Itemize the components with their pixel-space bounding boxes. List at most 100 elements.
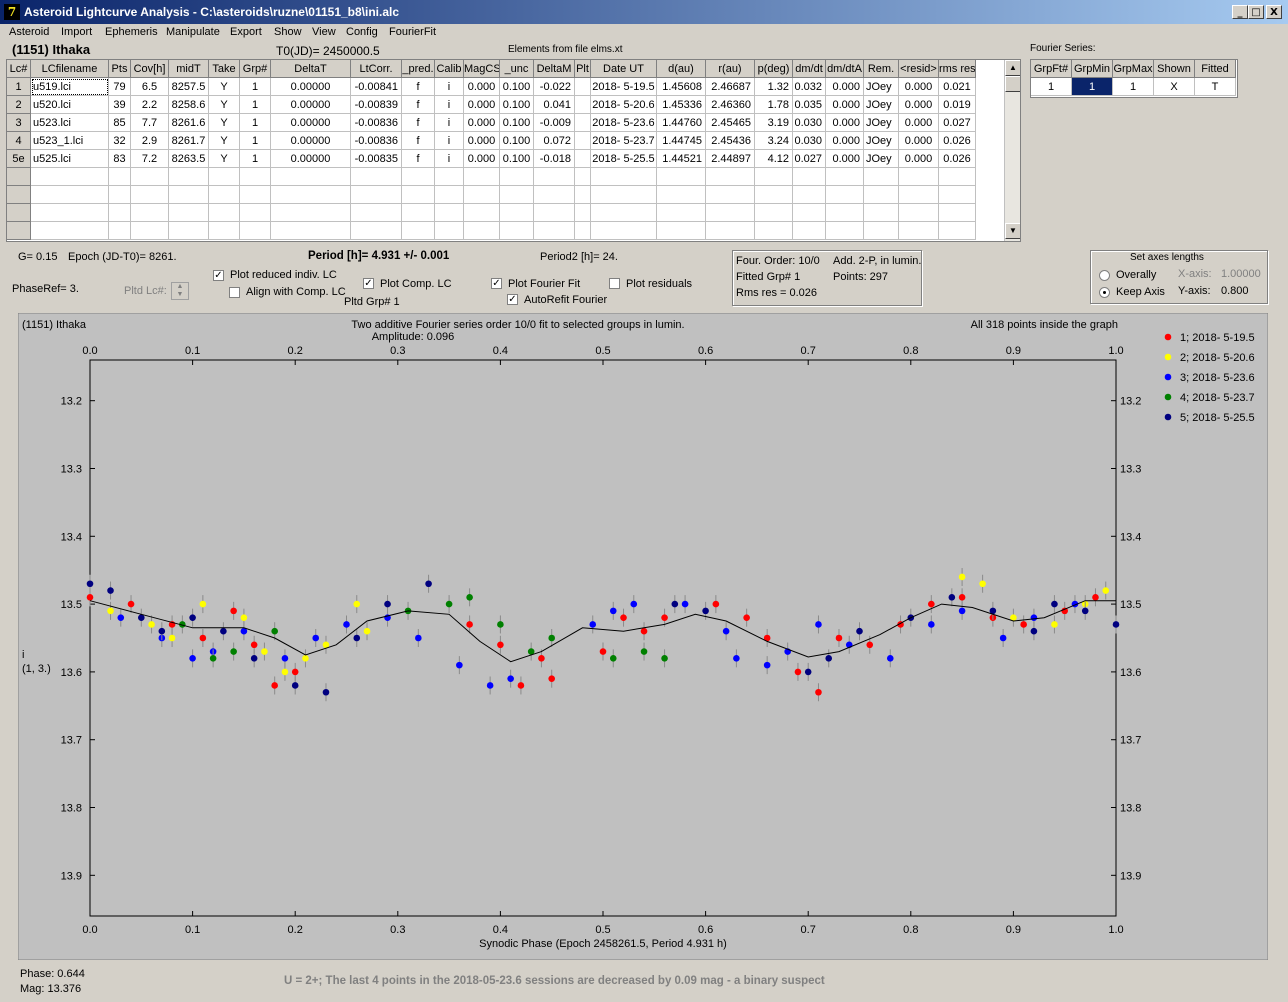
fourier-cell[interactable]: 1 <box>1113 78 1154 96</box>
table-cell[interactable]: 0.000 <box>464 132 500 150</box>
data-point[interactable] <box>958 573 966 581</box>
table-cell[interactable] <box>899 222 939 240</box>
table-cell[interactable] <box>591 186 657 204</box>
table-cell[interactable] <box>435 204 464 222</box>
data-point[interactable] <box>291 682 299 689</box>
table-cell[interactable]: 0.026 <box>939 150 976 168</box>
column-header[interactable]: DeltaM <box>534 60 575 78</box>
table-cell[interactable]: 0.035 <box>793 96 826 114</box>
data-point[interactable] <box>230 607 237 615</box>
data-point[interactable] <box>107 587 114 594</box>
column-header[interactable]: Rem. <box>864 60 899 78</box>
table-cell[interactable] <box>793 222 826 240</box>
table-cell[interactable]: u523.lci <box>31 114 109 132</box>
data-point[interactable] <box>640 648 648 655</box>
row-header[interactable] <box>7 204 31 222</box>
fourier-cell[interactable]: 1 <box>1031 78 1072 96</box>
fourier-column-header[interactable]: Fitted <box>1195 60 1236 78</box>
column-header[interactable]: Grp# <box>240 60 271 78</box>
plot-fourier-checkbox[interactable]: ✓ <box>491 278 502 289</box>
table-cell[interactable]: 0.00000 <box>271 96 351 114</box>
table-cell[interactable]: 0.000 <box>826 150 864 168</box>
table-cell[interactable]: 0.000 <box>464 114 500 132</box>
table-cell[interactable]: 2018- 5-23.7 <box>591 132 657 150</box>
data-point[interactable] <box>107 607 114 615</box>
table-cell[interactable] <box>826 222 864 240</box>
table-cell[interactable]: 3.19 <box>755 114 793 132</box>
table-cell[interactable]: 0.000 <box>899 150 939 168</box>
table-cell[interactable]: -0.00835 <box>351 150 402 168</box>
table-cell[interactable]: 0.000 <box>899 78 939 96</box>
column-header[interactable]: Plt <box>575 60 591 78</box>
fourier-column-header[interactable]: GrpFt# <box>1031 60 1072 78</box>
table-cell[interactable] <box>435 186 464 204</box>
table-cell[interactable] <box>169 168 209 186</box>
table-cell[interactable]: Y <box>209 132 240 150</box>
table-cell[interactable] <box>534 222 575 240</box>
table-cell[interactable]: Y <box>209 96 240 114</box>
table-cell[interactable]: -0.022 <box>534 78 575 96</box>
table-cell[interactable] <box>131 204 169 222</box>
table-cell[interactable] <box>31 222 109 240</box>
fourier-column-header[interactable]: GrpMax <box>1113 60 1154 78</box>
table-cell[interactable] <box>402 186 435 204</box>
table-cell[interactable] <box>402 204 435 222</box>
table-cell[interactable]: JOey <box>864 114 899 132</box>
data-point[interactable] <box>815 688 822 696</box>
data-point[interactable] <box>763 634 771 642</box>
table-cell[interactable] <box>591 168 657 186</box>
table-cell[interactable]: 8257.5 <box>169 78 209 96</box>
table-cell[interactable] <box>109 186 131 204</box>
menu-manipulate[interactable]: Manipulate <box>166 26 220 38</box>
data-point[interactable] <box>928 621 935 628</box>
table-cell[interactable]: 1.44760 <box>657 114 706 132</box>
table-cell[interactable] <box>864 168 899 186</box>
row-header[interactable]: 2 <box>7 96 31 114</box>
data-point[interactable] <box>271 627 278 635</box>
data-point[interactable] <box>702 607 709 615</box>
data-point[interactable] <box>958 594 966 601</box>
table-cell[interactable] <box>826 168 864 186</box>
table-cell[interactable]: Y <box>209 114 240 132</box>
data-point[interactable] <box>486 682 494 689</box>
table-cell[interactable]: 0.032 <box>793 78 826 96</box>
fourier-column-header[interactable]: GrpMin <box>1072 60 1113 78</box>
data-point[interactable] <box>302 655 309 662</box>
data-point[interactable] <box>763 661 771 669</box>
data-point[interactable] <box>1030 627 1038 635</box>
table-cell[interactable]: 1.45336 <box>657 96 706 114</box>
data-point[interactable] <box>609 655 617 662</box>
data-point[interactable] <box>220 627 227 635</box>
table-cell[interactable] <box>435 222 464 240</box>
row-header[interactable] <box>7 168 31 186</box>
lightcurve-table[interactable]: Lc# LCfilename Pts Cov[h] midT Take Grp# DeltaT… <box>6 59 1021 242</box>
data-point[interactable] <box>1112 621 1120 628</box>
table-cell[interactable]: 0.021 <box>939 78 976 96</box>
table-cell[interactable] <box>209 222 240 240</box>
table-cell[interactable] <box>109 204 131 222</box>
maximize-button[interactable]: □ <box>1248 5 1264 19</box>
table-cell[interactable]: 2.45465 <box>706 114 755 132</box>
table-cell[interactable] <box>793 186 826 204</box>
data-point[interactable] <box>794 668 802 676</box>
data-point[interactable] <box>630 600 638 608</box>
table-cell[interactable]: 8261.7 <box>169 132 209 150</box>
column-header[interactable]: Pts <box>109 60 131 78</box>
table-cell[interactable] <box>402 222 435 240</box>
column-header[interactable]: Date UT <box>591 60 657 78</box>
data-point[interactable] <box>281 668 289 676</box>
data-point[interactable] <box>168 634 176 642</box>
table-cell[interactable]: 2.46360 <box>706 96 755 114</box>
table-cell[interactable] <box>575 222 591 240</box>
data-point[interactable] <box>835 634 843 642</box>
table-cell[interactable]: 0.100 <box>500 78 534 96</box>
table-cell[interactable] <box>31 168 109 186</box>
menu-import[interactable]: Import <box>61 26 93 38</box>
plot-reduced-checkbox[interactable]: ✓ <box>213 270 224 281</box>
data-point[interactable] <box>281 655 289 662</box>
table-cell[interactable] <box>131 186 169 204</box>
table-cell[interactable]: i <box>435 150 464 168</box>
data-point[interactable] <box>1102 587 1110 594</box>
table-cell[interactable] <box>575 150 591 168</box>
table-cell[interactable]: 2018- 5-23.6 <box>591 114 657 132</box>
